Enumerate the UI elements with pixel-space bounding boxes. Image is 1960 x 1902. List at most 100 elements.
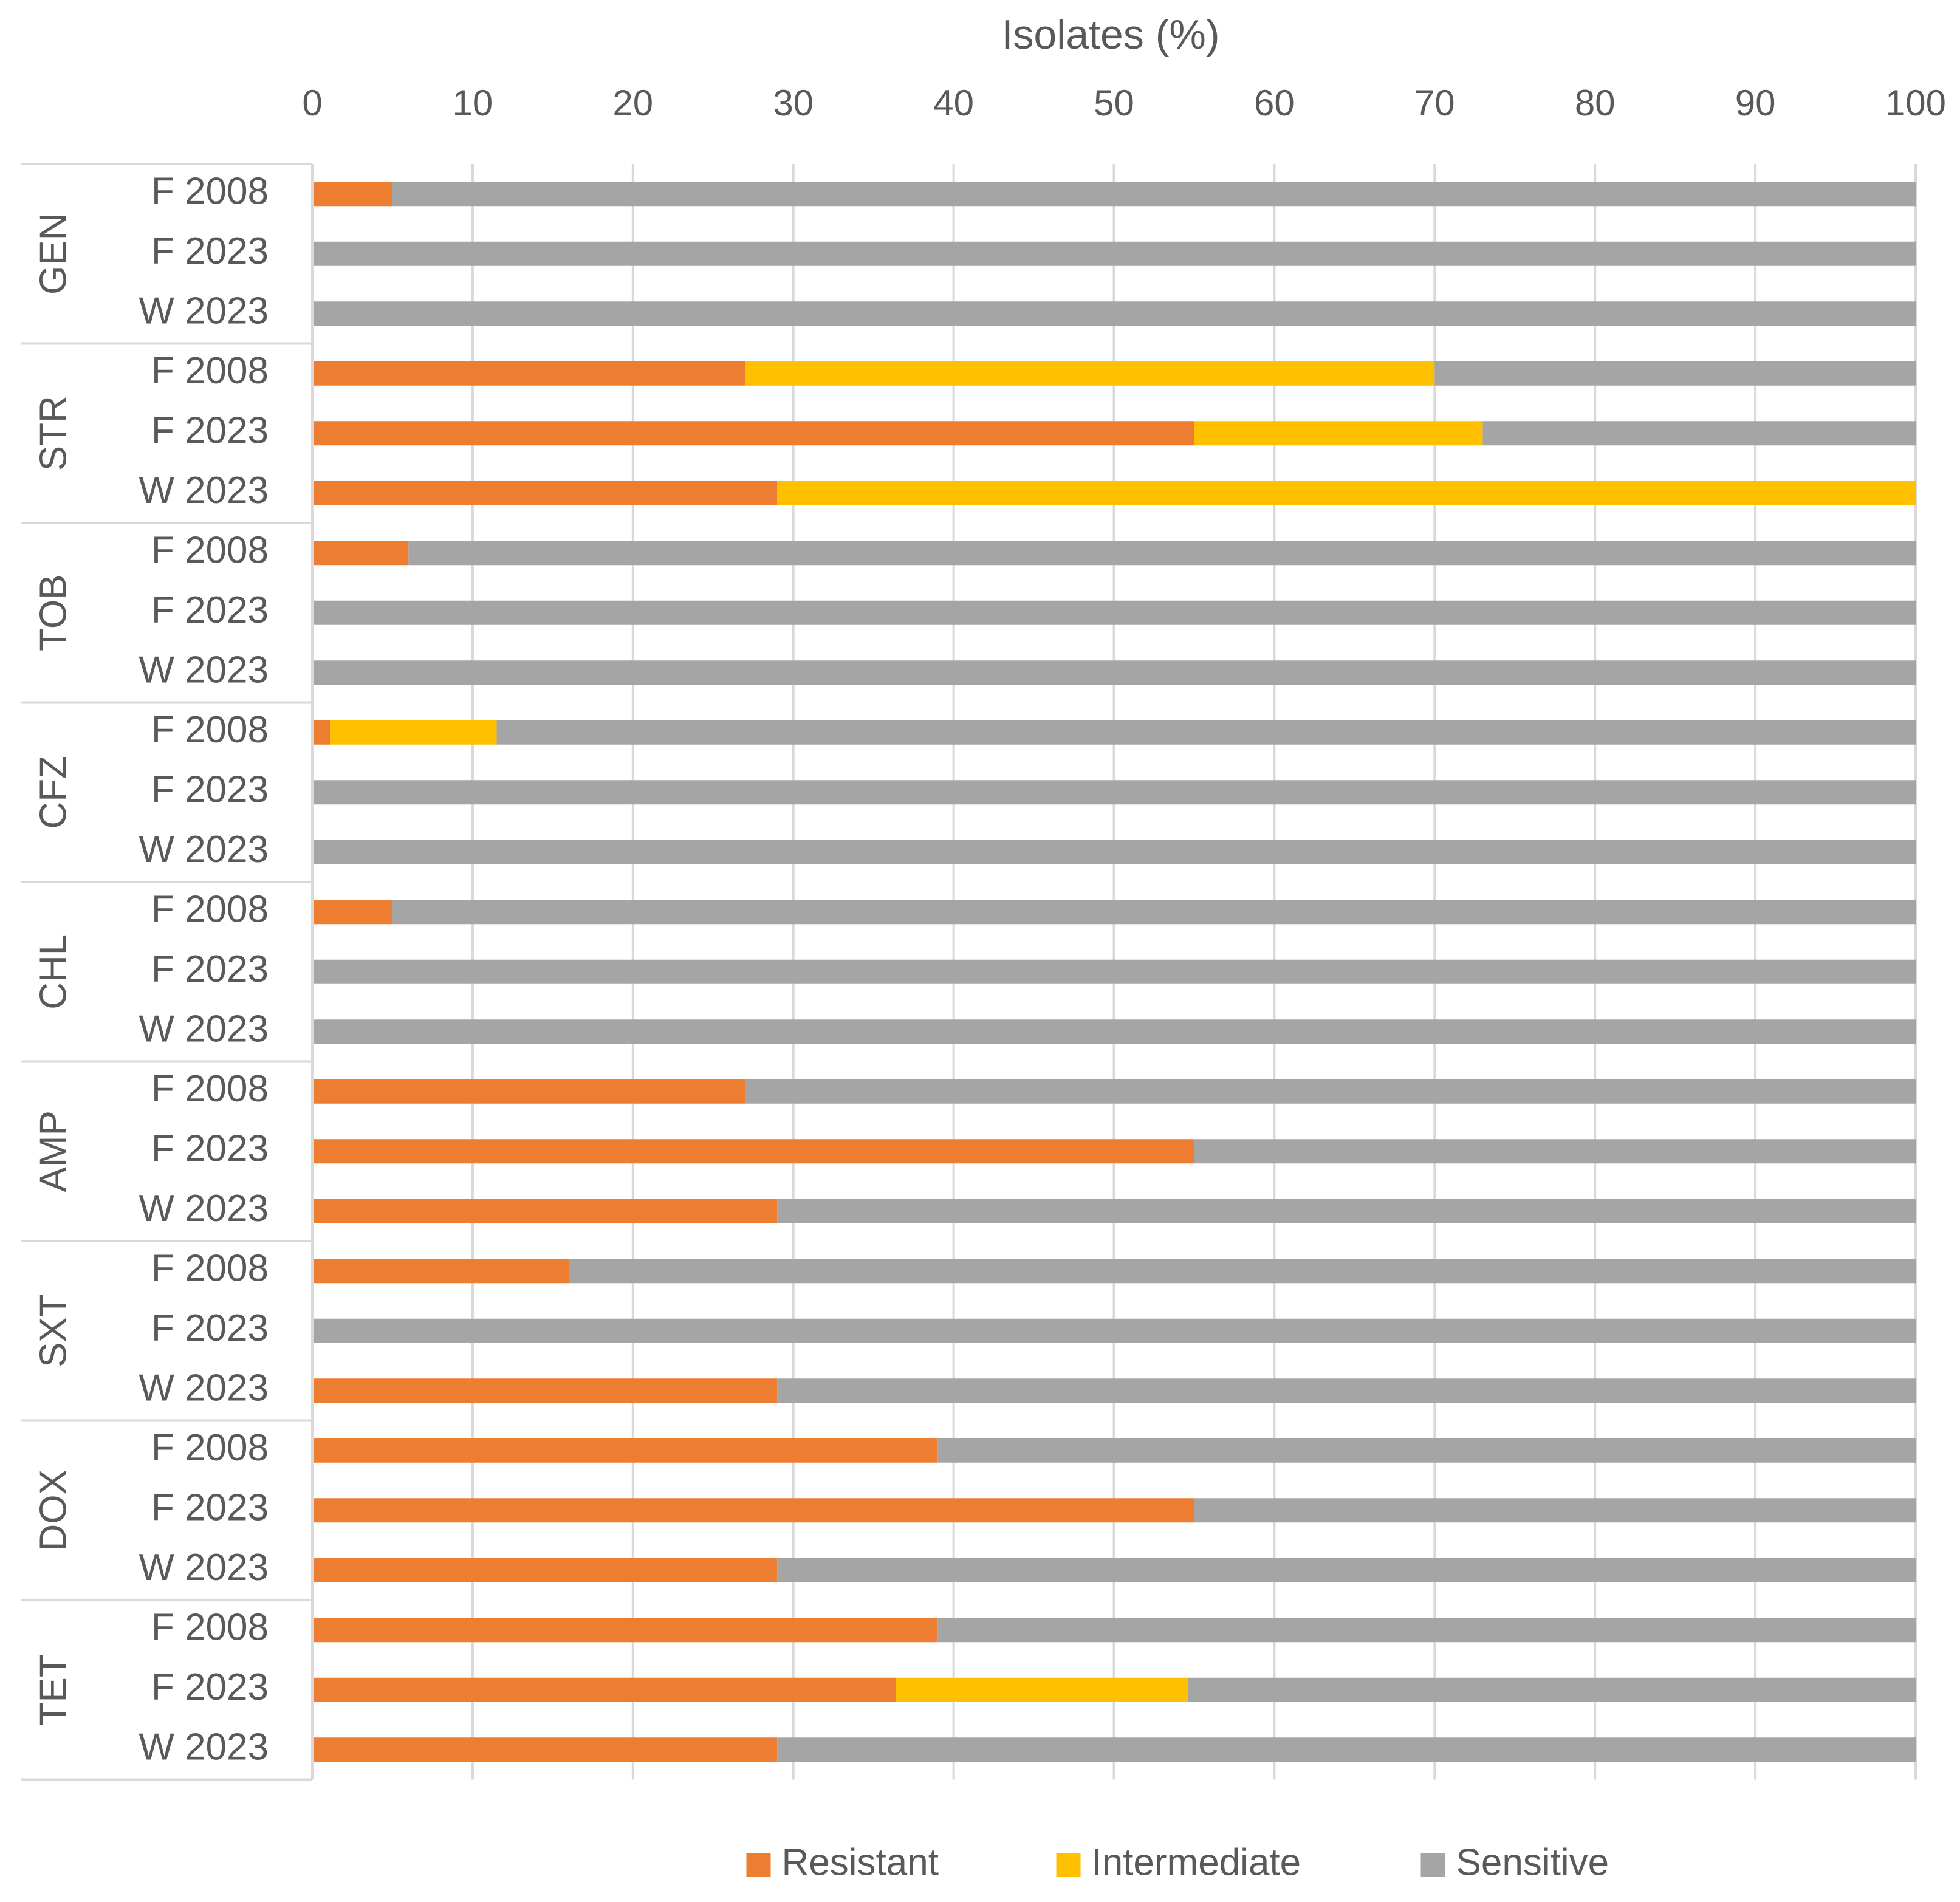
bar-sxt-f-2008-sensitive — [569, 1259, 1916, 1284]
x-tick-label: 80 — [1575, 83, 1616, 123]
row-label: W 2023 — [139, 829, 269, 871]
bar-dox-f-2008-resistant — [312, 1438, 938, 1463]
x-tick-labels: 0 10 20 30 40 50 60 70 80 90 100 — [302, 83, 1946, 123]
row-label: F 2023 — [151, 1307, 269, 1349]
bar-dox-w-2023-resistant — [312, 1558, 778, 1582]
row-label: F 2023 — [151, 769, 269, 811]
bar-str-w-2023-intermediate — [777, 481, 1916, 505]
bar-tet-f-2008-sensitive — [937, 1618, 1916, 1643]
group-label-amp: AMP — [32, 1110, 74, 1192]
row-label: W 2023 — [139, 1547, 269, 1589]
bar-str-w-2023-resistant — [312, 481, 778, 505]
row-label: F 2008 — [151, 1607, 269, 1649]
bar-amp-w-2023-sensitive — [777, 1199, 1916, 1223]
bar-gen-w-2023-sensitive — [312, 301, 1916, 326]
row-label: F 2008 — [151, 709, 269, 751]
group-label-str: STR — [32, 395, 74, 471]
row-label: W 2023 — [139, 649, 269, 691]
legend-label: Resistant — [782, 1841, 939, 1883]
bar-amp-w-2023-resistant — [312, 1199, 778, 1223]
x-tick-label: 60 — [1254, 83, 1295, 123]
bar-tob-w-2023-sensitive — [312, 660, 1916, 685]
bar-amp-f-2023-sensitive — [1194, 1139, 1916, 1164]
row-label: W 2023 — [139, 470, 269, 511]
x-tick-label: 70 — [1414, 83, 1455, 123]
bar-amp-f-2008-sensitive — [745, 1079, 1916, 1104]
bar-tet-f-2008-resistant — [312, 1618, 938, 1643]
x-tick-label: 100 — [1885, 83, 1946, 123]
bar-sxt-f-2008-resistant — [312, 1259, 569, 1284]
bar-cfz-f-2008-intermediate — [330, 720, 497, 745]
group-label-sxt: SXT — [32, 1294, 74, 1367]
x-axis-title: Isolates (%) — [1002, 12, 1220, 58]
group-label-gen: GEN — [32, 213, 74, 295]
row-label: W 2023 — [139, 1726, 269, 1768]
row-label: W 2023 — [139, 1367, 269, 1409]
bar-gen-f-2023-sensitive — [312, 241, 1916, 266]
bar-str-f-2008-sensitive — [1434, 361, 1916, 386]
group-label-cfz: CFZ — [32, 756, 74, 829]
legend-swatch-intermediate — [1056, 1853, 1081, 1877]
legend-label: Intermediate — [1092, 1841, 1301, 1883]
bar-amp-f-2008-resistant — [312, 1079, 745, 1104]
x-tick-label: 10 — [453, 83, 493, 123]
bar-chl-f-2023-sensitive — [312, 959, 1916, 984]
row-label: W 2023 — [139, 1188, 269, 1230]
legend-item-sensitive: Sensitive — [1420, 1841, 1609, 1883]
row-label: F 2008 — [151, 1248, 269, 1290]
bar-str-f-2023-resistant — [312, 421, 1194, 446]
bars — [312, 182, 1916, 1762]
bar-amp-f-2023-resistant — [312, 1139, 1194, 1164]
bar-gen-f-2008-resistant — [312, 182, 392, 207]
legend: Resistant Intermediate Sensitive — [746, 1841, 1609, 1883]
bar-sxt-w-2023-resistant — [312, 1378, 778, 1403]
bar-tob-f-2008-sensitive — [408, 541, 1916, 566]
legend-item-resistant: Resistant — [746, 1841, 939, 1883]
bar-dox-f-2023-sensitive — [1194, 1498, 1916, 1523]
group-label-chl: CHL — [32, 934, 74, 1010]
bar-cfz-f-2008-sensitive — [496, 720, 1916, 745]
bar-tob-f-2008-resistant — [312, 541, 409, 566]
x-tick-label: 50 — [1094, 83, 1134, 123]
x-tick-label: 0 — [302, 83, 322, 123]
legend-swatch-sensitive — [1420, 1853, 1445, 1877]
x-tick-label: 40 — [933, 83, 974, 123]
bar-sxt-w-2023-sensitive — [777, 1378, 1916, 1403]
x-tick-label: 90 — [1735, 83, 1776, 123]
bar-str-f-2008-resistant — [312, 361, 745, 386]
row-label: F 2008 — [151, 350, 269, 392]
row-label: F 2023 — [151, 230, 269, 272]
row-label: W 2023 — [139, 1008, 269, 1050]
row-label: F 2023 — [151, 410, 269, 452]
bar-chl-f-2008-resistant — [312, 900, 392, 925]
bar-str-f-2023-sensitive — [1482, 421, 1916, 446]
bar-tet-f-2023-sensitive — [1187, 1677, 1916, 1702]
group-label-tet: TET — [32, 1654, 74, 1725]
row-label: F 2008 — [151, 1068, 269, 1110]
bar-gen-f-2008-sensitive — [392, 182, 1916, 207]
bar-tet-f-2023-resistant — [312, 1677, 896, 1702]
row-label: F 2008 — [151, 1427, 269, 1469]
legend-swatch-resistant — [746, 1853, 771, 1877]
category-axis: GEN F 2008 F 2023 W 2023 STR F 2008 F 2023 W 20… — [21, 163, 314, 1781]
bar-cfz-w-2023-sensitive — [312, 840, 1916, 864]
x-tick-label: 30 — [773, 83, 814, 123]
row-label: F 2008 — [151, 889, 269, 931]
bar-cfz-f-2023-sensitive — [312, 780, 1916, 805]
row-label: F 2023 — [151, 1487, 269, 1529]
row-label: F 2023 — [151, 589, 269, 631]
bar-dox-w-2023-sensitive — [777, 1558, 1916, 1582]
bar-str-f-2023-intermediate — [1194, 421, 1483, 446]
x-tick-label: 20 — [612, 83, 653, 123]
group-label-tob: TOB — [32, 575, 74, 651]
bar-cfz-f-2008-resistant — [312, 720, 331, 745]
bar-dox-f-2023-resistant — [312, 1498, 1194, 1523]
row-label: F 2023 — [151, 948, 269, 990]
bar-dox-f-2008-sensitive — [937, 1438, 1916, 1463]
legend-item-intermediate: Intermediate — [1056, 1841, 1301, 1883]
bar-tob-f-2023-sensitive — [312, 600, 1916, 625]
bar-chl-f-2008-sensitive — [392, 900, 1916, 925]
row-label: F 2023 — [151, 1128, 269, 1170]
bar-tet-f-2023-intermediate — [896, 1677, 1188, 1702]
